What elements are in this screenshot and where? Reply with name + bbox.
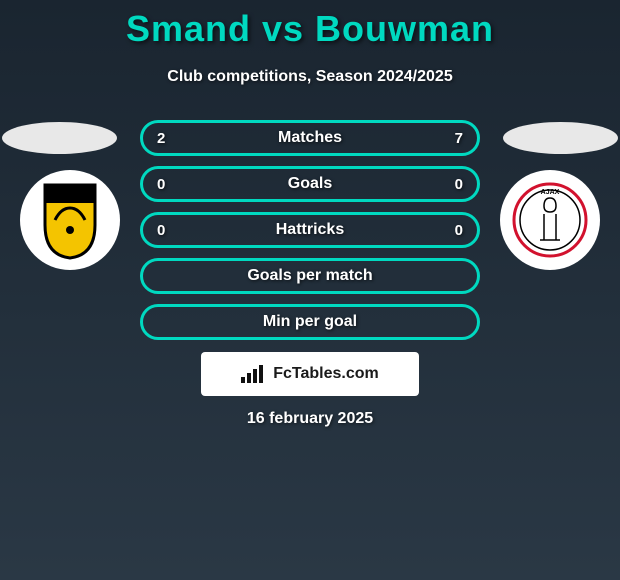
svg-text:AJAX: AJAX — [541, 189, 560, 196]
club-badge-right: AJAX — [500, 170, 600, 270]
stat-label: Min per goal — [263, 313, 357, 331]
stat-label: Goals — [288, 175, 332, 193]
stat-row-min-per-goal: Min per goal — [140, 304, 480, 340]
stat-row-goals-per-match: Goals per match — [140, 258, 480, 294]
stat-value-left: 0 — [157, 176, 165, 193]
stat-value-right: 7 — [455, 130, 463, 147]
stat-value-right: 0 — [455, 222, 463, 239]
player-photo-left — [2, 122, 117, 154]
page-title: Smand vs Bouwman — [0, 0, 620, 50]
stat-value-left: 2 — [157, 130, 165, 147]
stat-label: Matches — [278, 129, 342, 147]
page-subtitle: Club competitions, Season 2024/2025 — [0, 68, 620, 86]
stat-row-goals: 0 Goals 0 — [140, 166, 480, 202]
cambuur-shield-icon — [35, 180, 105, 260]
club-badge-left — [20, 170, 120, 270]
watermark-text: FcTables.com — [273, 365, 379, 383]
stat-row-matches: 2 Matches 7 — [140, 120, 480, 156]
stat-row-hattricks: 0 Hattricks 0 — [140, 212, 480, 248]
chart-bars-icon — [241, 365, 263, 383]
watermark: FcTables.com — [201, 352, 419, 396]
stats-column: 2 Matches 7 0 Goals 0 0 Hattricks 0 Goal… — [140, 120, 480, 350]
stat-label: Hattricks — [276, 221, 344, 239]
stat-label: Goals per match — [247, 267, 372, 285]
ajax-crest-icon: AJAX — [510, 180, 590, 260]
player-photo-right — [503, 122, 618, 154]
comparison-date: 16 february 2025 — [0, 410, 620, 428]
stat-value-right: 0 — [455, 176, 463, 193]
stat-value-left: 0 — [157, 222, 165, 239]
